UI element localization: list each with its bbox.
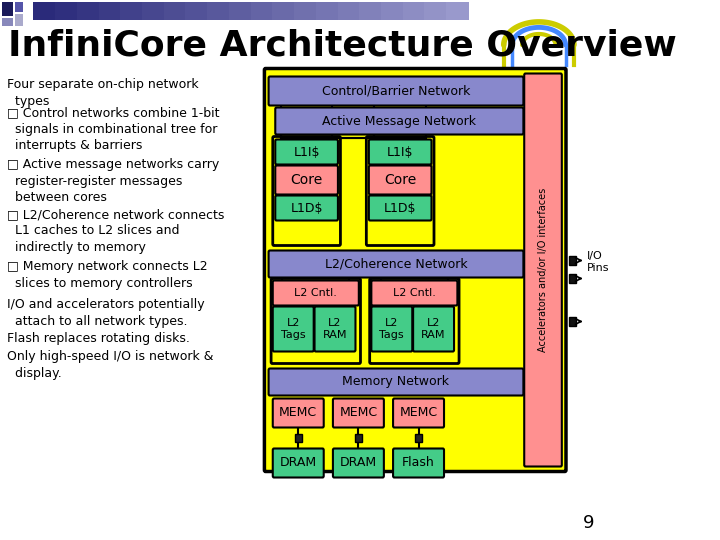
FancyBboxPatch shape — [273, 307, 314, 352]
FancyBboxPatch shape — [366, 137, 434, 246]
Bar — [569, 317, 577, 326]
Text: MEMC: MEMC — [339, 407, 377, 420]
Text: Core: Core — [384, 173, 416, 187]
FancyBboxPatch shape — [275, 195, 338, 220]
Text: L1D$: L1D$ — [384, 201, 416, 214]
Bar — [99, 2, 121, 20]
Text: □ L2/Coherence network connects
  L1 caches to L2 slices and
  indirectly to mem: □ L2/Coherence network connects L1 cache… — [6, 208, 224, 254]
Text: L2
RAM: L2 RAM — [421, 318, 446, 340]
Text: L1D$: L1D$ — [290, 201, 323, 214]
Bar — [142, 2, 165, 20]
Text: L2/Coherence Network: L2/Coherence Network — [325, 258, 467, 271]
Bar — [569, 274, 577, 283]
FancyBboxPatch shape — [264, 69, 566, 471]
Bar — [381, 2, 403, 20]
Bar — [359, 2, 382, 20]
FancyBboxPatch shape — [393, 399, 444, 428]
Text: Flash replaces rotating disks.: Flash replaces rotating disks. — [6, 332, 189, 345]
Bar — [207, 2, 230, 20]
Bar — [355, 434, 361, 442]
Text: □ Active message networks carry
  register-register messages
  between cores: □ Active message networks carry register… — [6, 158, 219, 204]
Bar — [15, 2, 23, 12]
FancyBboxPatch shape — [369, 139, 431, 165]
Bar — [424, 2, 447, 20]
FancyBboxPatch shape — [273, 137, 341, 246]
FancyBboxPatch shape — [273, 280, 359, 306]
FancyBboxPatch shape — [524, 73, 562, 467]
FancyBboxPatch shape — [271, 279, 361, 363]
Text: Only high-speed I/O is network &
  display.: Only high-speed I/O is network & display… — [6, 350, 213, 380]
Text: Flash: Flash — [402, 456, 435, 469]
FancyBboxPatch shape — [372, 280, 457, 306]
FancyBboxPatch shape — [275, 139, 338, 165]
Bar — [316, 2, 338, 20]
Bar — [229, 2, 251, 20]
Bar — [402, 2, 426, 20]
Text: Core: Core — [290, 173, 323, 187]
FancyBboxPatch shape — [315, 307, 356, 352]
Text: L1I$: L1I$ — [387, 145, 413, 159]
FancyBboxPatch shape — [393, 449, 444, 477]
Text: L2
Tags: L2 Tags — [281, 318, 305, 340]
FancyBboxPatch shape — [413, 307, 454, 352]
Text: Accelerators and/or I/O interfaces: Accelerators and/or I/O interfaces — [538, 188, 548, 352]
Bar — [55, 2, 78, 20]
Bar — [294, 2, 317, 20]
Bar — [163, 2, 186, 20]
Bar — [1, 18, 14, 26]
FancyBboxPatch shape — [269, 251, 523, 278]
FancyBboxPatch shape — [369, 195, 431, 220]
Bar — [446, 2, 469, 20]
Text: □ Memory network connects L2
  slices to memory controllers: □ Memory network connects L2 slices to m… — [6, 260, 207, 289]
Bar — [15, 14, 23, 26]
Bar — [338, 2, 360, 20]
Text: L2 Cntl.: L2 Cntl. — [393, 288, 436, 298]
Bar — [33, 2, 56, 20]
Text: □ Control networks combine 1-bit
  signals in combinational tree for
  interrupt: □ Control networks combine 1-bit signals… — [6, 106, 219, 152]
Text: I/O and accelerators potentially
  attach to all network types.: I/O and accelerators potentially attach … — [6, 298, 204, 327]
Bar — [1, 2, 14, 16]
FancyBboxPatch shape — [269, 368, 523, 395]
FancyBboxPatch shape — [333, 399, 384, 428]
Text: DRAM: DRAM — [279, 456, 317, 469]
FancyBboxPatch shape — [275, 165, 338, 194]
Bar — [186, 2, 208, 20]
Text: L2 Cntl.: L2 Cntl. — [294, 288, 337, 298]
Bar — [295, 434, 302, 442]
FancyBboxPatch shape — [372, 307, 413, 352]
FancyBboxPatch shape — [333, 449, 384, 477]
Text: L2
RAM: L2 RAM — [323, 318, 347, 340]
Bar — [251, 2, 273, 20]
Text: MEMC: MEMC — [400, 407, 438, 420]
Text: L2
Tags: L2 Tags — [379, 318, 404, 340]
Bar — [120, 2, 143, 20]
Text: Control/Barrier Network: Control/Barrier Network — [322, 84, 470, 98]
FancyBboxPatch shape — [269, 77, 523, 105]
Text: Four separate on-chip network
  types: Four separate on-chip network types — [6, 78, 198, 107]
FancyBboxPatch shape — [273, 449, 324, 477]
FancyBboxPatch shape — [369, 279, 459, 363]
Text: L1I$: L1I$ — [293, 145, 320, 159]
Bar — [569, 256, 577, 265]
Text: 9: 9 — [583, 514, 595, 532]
FancyBboxPatch shape — [275, 107, 523, 134]
Text: InfiniCore Architecture Overview: InfiniCore Architecture Overview — [9, 28, 677, 62]
FancyBboxPatch shape — [273, 399, 324, 428]
FancyBboxPatch shape — [369, 165, 431, 194]
Bar — [77, 2, 99, 20]
Text: I/O
Pins: I/O Pins — [588, 251, 610, 273]
Text: DRAM: DRAM — [340, 456, 377, 469]
Bar — [415, 434, 422, 442]
Text: Active Message Network: Active Message Network — [323, 114, 477, 127]
Bar — [272, 2, 295, 20]
Text: Memory Network: Memory Network — [343, 375, 449, 388]
Text: MEMC: MEMC — [279, 407, 318, 420]
